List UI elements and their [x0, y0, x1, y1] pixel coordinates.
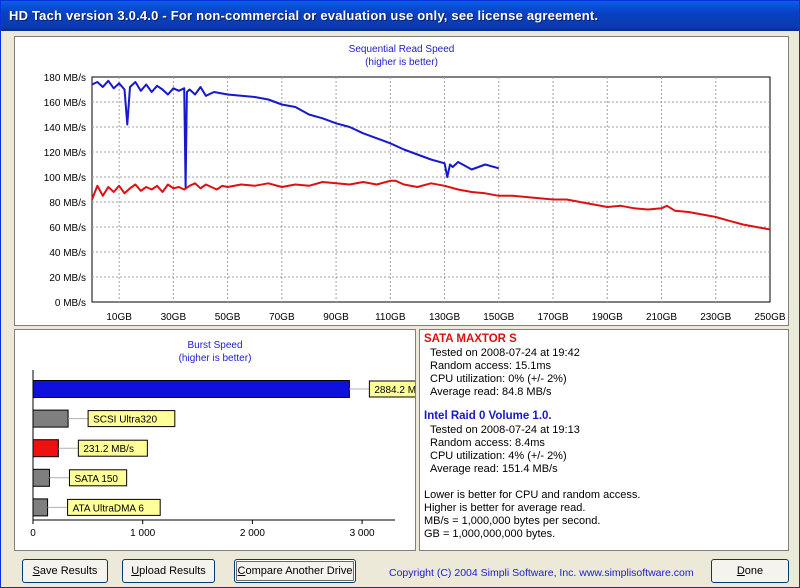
x-tick-label: 150GB [483, 312, 514, 323]
x-tick-label: 70GB [269, 312, 295, 323]
burst-bar [32, 439, 59, 458]
note-cpu-random: Lower is better for CPU and random acces… [424, 489, 641, 501]
note-gb-definition: GB = 1,000,000,000 bytes. [424, 528, 556, 540]
compare-drive-accel: C [237, 565, 246, 577]
y-tick-label: 120 MB/s [44, 148, 86, 159]
y-tick-label: 20 MB/s [49, 273, 86, 284]
x-tick-label: 50GB [215, 312, 241, 323]
x-tick-label: 90GB [323, 312, 349, 323]
burst-label-box [87, 410, 176, 428]
burst-x-tick-label: 1 000 [130, 528, 155, 539]
x-tick-label: 230GB [700, 312, 731, 323]
x-tick-label: 250GB [754, 312, 785, 323]
burst-speed-chart: 0 1 000 2 000 3 000 2884.2 MB/s SCSI Ultra320… [30, 370, 415, 539]
drive2-tested: Tested on 2008-07-24 at 19:13 [430, 424, 580, 436]
note-average-read: Higher is better for average read. [424, 502, 586, 514]
burst-chart-subtitle: (higher is better) [178, 353, 252, 364]
burst-bar-label: SCSI Ultra320 [93, 415, 157, 426]
burst-bar-label: 231.2 MB/s [83, 444, 134, 455]
drive2-random-access: Random access: 8.4ms [430, 437, 545, 449]
burst-bar-label: 2884.2 MB/s [374, 385, 415, 396]
burst-label-box [68, 469, 128, 487]
burst-x-tick-label: 3 000 [350, 528, 375, 539]
x-tick-label: 110GB [375, 312, 406, 323]
upload-results-label: pload Results [139, 565, 206, 577]
series-line-sata-maxtor [91, 179, 771, 231]
drive1-name: SATA MAXTOR S [424, 333, 517, 345]
done-accel: D [736, 565, 745, 577]
save-results-accel: S [32, 565, 40, 577]
x-tick-label: 130GB [429, 312, 460, 323]
x-tick-label: 30GB [161, 312, 187, 323]
compare-drive-label: ompare Another Drive [245, 565, 353, 577]
drive1-tested: Tested on 2008-07-24 at 19:42 [430, 347, 580, 359]
sequential-chart-title: Sequential Read Speed [348, 44, 455, 55]
burst-bar [32, 468, 50, 487]
note-mbs-definition: MB/s = 1,000,000 bytes per second. [424, 515, 601, 527]
drive2-average-read: Average read: 151.4 MB/s [430, 463, 558, 475]
burst-label-box [368, 380, 415, 398]
burst-bar [32, 409, 69, 428]
x-tick-label: 190GB [592, 312, 623, 323]
done-label: one [744, 565, 764, 577]
burst-x-tick-label: 2 000 [240, 528, 265, 539]
copyright-text: Copyright (C) 2004 Simpli Software, Inc.… [389, 567, 694, 579]
x-tick-label: 10GB [106, 312, 132, 323]
drive1-random-access: Random access: 15.1ms [430, 360, 552, 372]
burst-bar [32, 498, 49, 517]
burst-bar [32, 380, 350, 398]
burst-x-tick-label: 0 [30, 528, 36, 539]
burst-chart-title: Burst Speed [187, 340, 243, 351]
y-tick-label: 100 MB/s [44, 173, 86, 184]
burst-label-box [67, 498, 161, 516]
y-tick-label: 160 MB/s [44, 98, 86, 109]
drive1-average-read: Average read: 84.8 MB/s [430, 386, 552, 398]
sequential-read-chart: 0 MB/s 20 MB/s 40 MB/s 60 MB/s 80 MB/s 100 MB… [44, 73, 786, 323]
plot-area [91, 76, 771, 303]
drive1-cpu-utilization: CPU utilization: 0% (+/- 2%) [430, 373, 567, 385]
title-bar[interactable]: HD Tach version 3.0.4.0 - For non-commer… [1, 1, 799, 31]
y-tick-label: 0 MB/s [55, 298, 86, 309]
burst-bar-label: ATA UltraDMA 6 [73, 503, 145, 514]
x-tick-label: 210GB [646, 312, 677, 323]
x-tick-label: 170GB [537, 312, 568, 323]
burst-bar-label: SATA 150 [74, 474, 118, 485]
upload-results-accel: U [131, 565, 140, 577]
save-results-label: ave Results [39, 565, 98, 577]
sequential-read-panel: Sequential Read Speed (higher is better)… [14, 36, 789, 326]
y-tick-label: 140 MB/s [44, 123, 86, 134]
series-line-intel-raid0 [91, 79, 500, 188]
burst-label-box [77, 439, 148, 457]
y-tick-label: 40 MB/s [49, 248, 86, 259]
y-tick-label: 80 MB/s [49, 198, 86, 209]
burst-speed-panel: Burst Speed (higher is better) 0 1 000 2 0… [14, 329, 416, 551]
sequential-chart-subtitle: (higher is better) [365, 57, 438, 68]
window-title: HD Tach version 3.0.4.0 - For non-commer… [9, 8, 599, 23]
y-tick-label: 180 MB/s [44, 73, 86, 84]
drive2-name: Intel Raid 0 Volume 1.0. [424, 410, 552, 422]
results-panel: SATA MAXTOR S Tested on 2008-07-24 at 19… [419, 329, 789, 551]
y-tick-label: 60 MB/s [49, 223, 86, 234]
drive2-cpu-utilization: CPU utilization: 4% (+/- 2%) [430, 450, 567, 462]
